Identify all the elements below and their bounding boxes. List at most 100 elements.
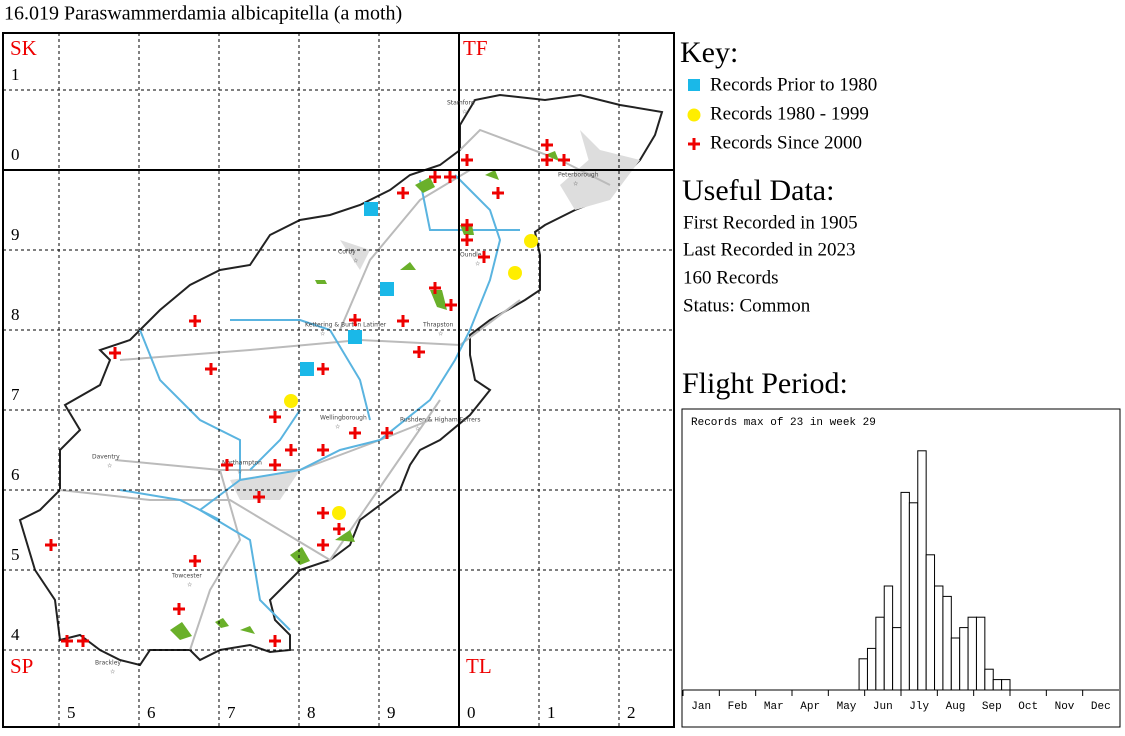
month-label: Apr (800, 701, 820, 713)
record-since-2000 (492, 187, 504, 199)
northing-label: 5 (11, 545, 20, 564)
grid-square-label: SK (10, 36, 37, 60)
key-item: Records 1980 - 1999 (710, 103, 869, 124)
record-since-2000 (445, 299, 457, 311)
record-since-2000 (285, 444, 297, 456)
northing-label: 1 (11, 65, 20, 84)
bar (992, 679, 1003, 691)
month-label: Mar (764, 701, 784, 713)
record-since-2000 (173, 603, 185, 615)
record-since-2000 (333, 523, 345, 535)
key-symbol (687, 108, 701, 122)
record-since-2000 (45, 539, 57, 551)
easting-label: 5 (67, 703, 76, 722)
place-star: ☆ (237, 469, 242, 476)
bar (950, 637, 961, 691)
record-since-2000 (189, 315, 201, 327)
northing-label: 8 (11, 305, 20, 324)
place-star: ☆ (110, 669, 115, 676)
bar (984, 668, 994, 691)
month-label: Jly (909, 701, 929, 713)
place-label: Towcester (171, 573, 202, 580)
bar (959, 627, 969, 691)
bar (934, 585, 944, 691)
key-item: Records Since 2000 (710, 132, 862, 153)
record-since-2000 (444, 171, 456, 183)
bar (967, 616, 977, 691)
record-since-2000 (461, 234, 473, 246)
month-label: May (837, 701, 857, 713)
record-since-2000 (429, 171, 441, 183)
month-label: Oct (1018, 701, 1038, 713)
bar (875, 616, 885, 691)
bar (1001, 679, 1011, 691)
record-since-2000 (478, 251, 490, 263)
month-label: Nov (1055, 701, 1075, 713)
easting-label: 2 (627, 703, 636, 722)
records (45, 139, 570, 647)
place-label: Oundle (460, 252, 482, 259)
bar (858, 658, 868, 691)
record-since-2000 (541, 139, 553, 151)
place-star: ☆ (573, 181, 578, 188)
key-symbol (688, 138, 700, 150)
place-star: ☆ (475, 261, 480, 268)
place-star: ☆ (353, 258, 358, 265)
record-since-2000 (558, 154, 570, 166)
record-since-2000 (317, 507, 329, 519)
flight-chart: Records max of 23 in week 29 Jan Feb Mar Ap… (681, 408, 1121, 728)
month-label: Feb (728, 701, 748, 713)
grid-lines (3, 33, 674, 727)
key-symbol (688, 79, 700, 91)
bar (866, 647, 877, 691)
month-label: Jun (873, 701, 893, 713)
month-label: Aug (946, 701, 966, 713)
easting-label: 9 (387, 703, 396, 722)
record-since-2000 (77, 635, 89, 647)
place-labels: Stamford ☆ Peterborough ☆ Corby ☆ Oundle ☆ Kette… (92, 100, 599, 676)
easting-label: 1 (547, 703, 556, 722)
easting-label: 6 (147, 703, 156, 722)
flight-heading: Flight Period: (682, 367, 848, 400)
county-outline (18, 93, 664, 667)
key-item: Records Prior to 1980 (710, 74, 877, 95)
month-label: Dec (1091, 701, 1111, 713)
urban-area (230, 130, 640, 500)
record-since-2000 (109, 347, 121, 359)
place-label: Thrapston (422, 322, 454, 329)
record-since-2000 (397, 315, 409, 327)
place-label: Rushden & Higham Ferrers (400, 417, 480, 424)
bar (908, 502, 919, 691)
useful-data-line: Last Recorded in 2023 (683, 239, 856, 260)
rivers (119, 174, 520, 631)
place-label: Stamford (447, 100, 475, 107)
record-1980-1999 (332, 506, 346, 520)
useful-data-line: Status: Common (683, 295, 811, 316)
useful-data-line: 160 Records (683, 267, 779, 288)
record-since-2000 (461, 154, 473, 166)
record-pre-1980 (348, 330, 362, 344)
place-star: ☆ (462, 109, 467, 116)
place-label: Northampton (222, 460, 262, 467)
place-star: ☆ (415, 426, 420, 433)
record-1980-1999 (508, 266, 522, 280)
useful-data-line: First Recorded in 1905 (683, 212, 858, 233)
record-since-2000 (397, 187, 409, 199)
record-since-2000 (413, 346, 425, 358)
record-since-2000 (349, 427, 361, 439)
easting-label: 8 (307, 703, 316, 722)
place-star: ☆ (335, 424, 340, 431)
place-label: Daventry (92, 454, 120, 461)
record-pre-1980 (364, 202, 378, 216)
bar (917, 450, 927, 691)
record-since-2000 (349, 314, 361, 326)
key-heading: Key: (680, 36, 738, 69)
bar (883, 585, 894, 691)
place-label: Wellingborough (320, 415, 367, 422)
bar (892, 627, 902, 691)
record-since-2000 (381, 427, 393, 439)
record-since-2000 (541, 154, 553, 166)
record-since-2000 (269, 635, 281, 647)
record-since-2000 (429, 282, 441, 294)
